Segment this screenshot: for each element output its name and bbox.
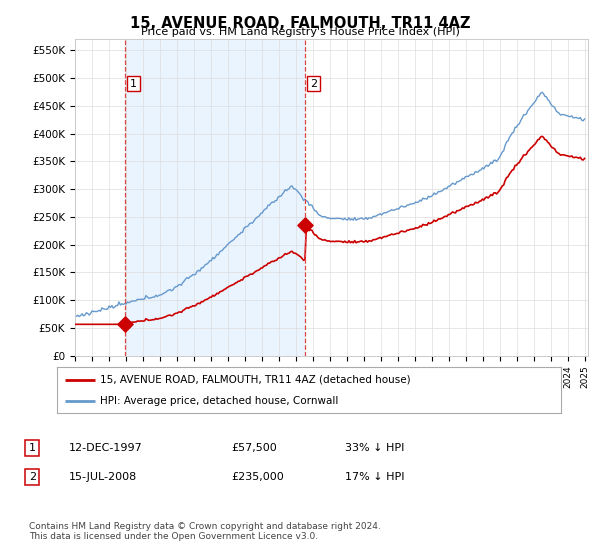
Text: Price paid vs. HM Land Registry's House Price Index (HPI): Price paid vs. HM Land Registry's House …: [140, 27, 460, 38]
Text: 2: 2: [310, 78, 317, 88]
Text: 12-DEC-1997: 12-DEC-1997: [69, 443, 143, 453]
Bar: [125, 39, 305, 356]
Text: 33% ↓ HPI: 33% ↓ HPI: [345, 443, 404, 453]
Text: 1: 1: [29, 443, 36, 453]
Text: 15, AVENUE ROAD, FALMOUTH, TR11 4AZ: 15, AVENUE ROAD, FALMOUTH, TR11 4AZ: [130, 16, 470, 31]
Text: 17% ↓ HPI: 17% ↓ HPI: [345, 472, 404, 482]
Text: 2: 2: [29, 472, 36, 482]
Text: 1: 1: [130, 78, 137, 88]
Text: HPI: Average price, detached house, Cornwall: HPI: Average price, detached house, Corn…: [100, 396, 338, 406]
Point: [300, 221, 310, 230]
Text: £235,000: £235,000: [231, 472, 284, 482]
Text: £57,500: £57,500: [231, 443, 277, 453]
Point: [120, 319, 130, 328]
Text: 15, AVENUE ROAD, FALMOUTH, TR11 4AZ (detached house): 15, AVENUE ROAD, FALMOUTH, TR11 4AZ (det…: [100, 375, 410, 385]
Text: Contains HM Land Registry data © Crown copyright and database right 2024.
This d: Contains HM Land Registry data © Crown c…: [29, 522, 380, 542]
Text: 15-JUL-2008: 15-JUL-2008: [69, 472, 137, 482]
